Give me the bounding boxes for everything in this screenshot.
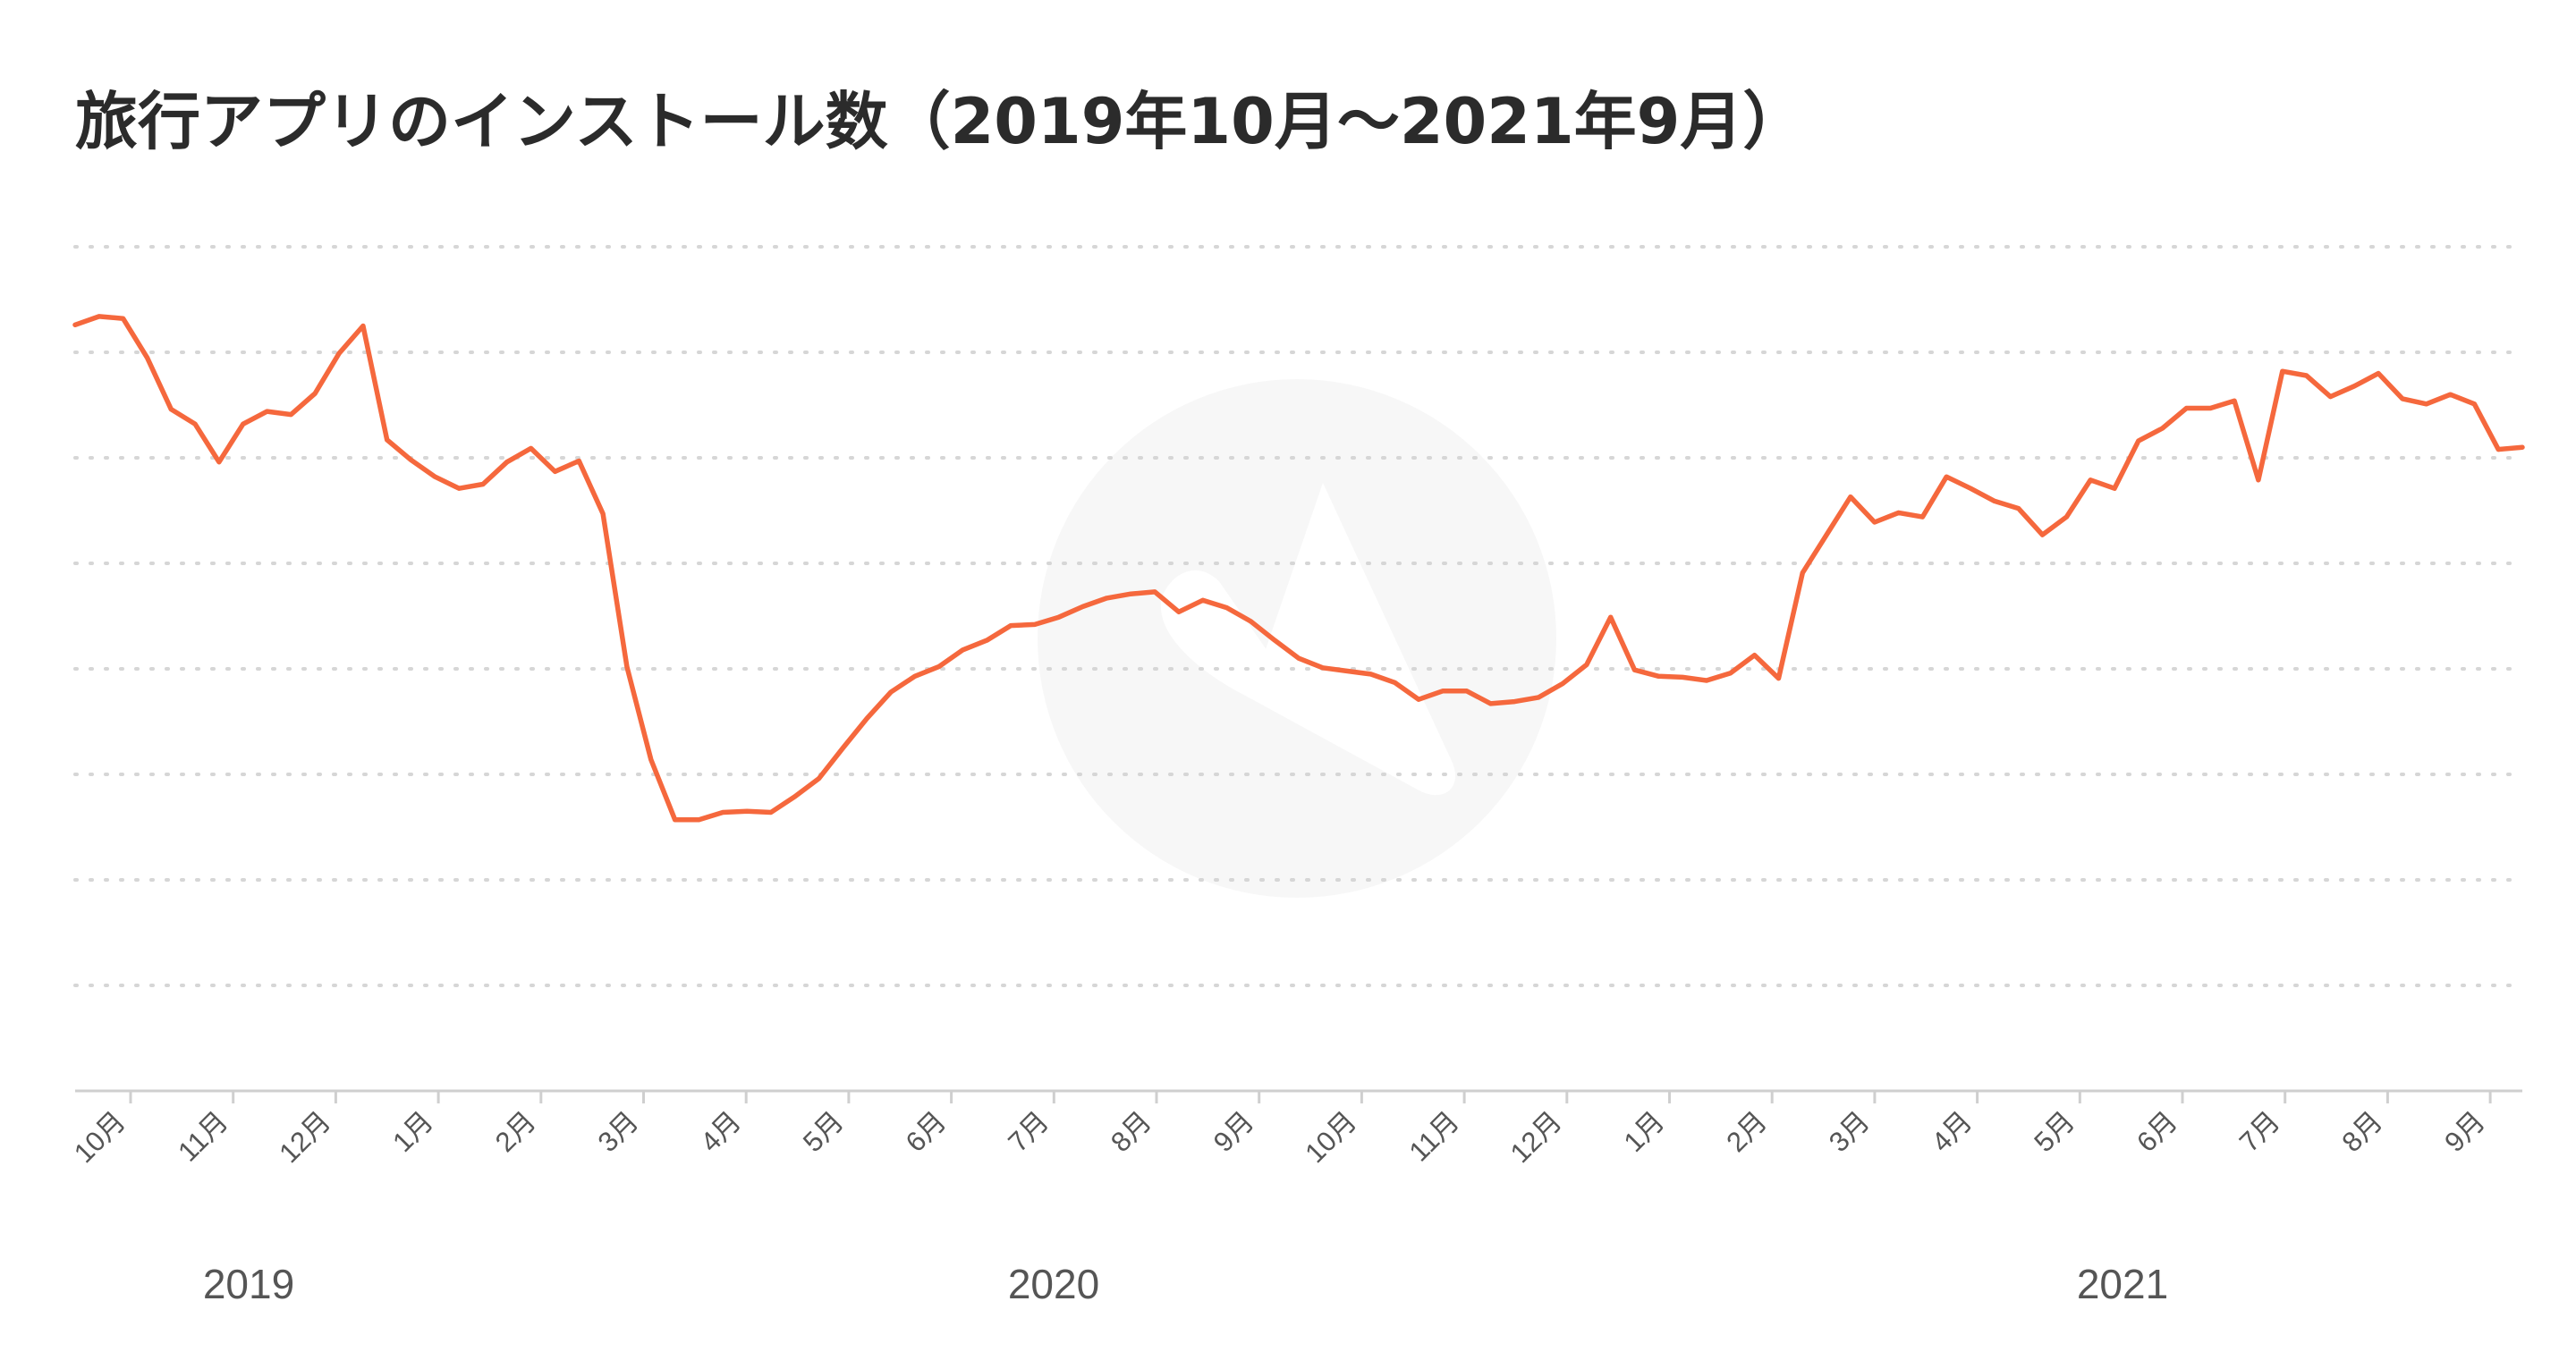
x-tick-label: 7月 xyxy=(2233,1105,2286,1158)
chart-title: 旅行アプリのインストール数（2019年10月〜2021年9月） xyxy=(75,85,1806,158)
x-tick-label: 12月 xyxy=(273,1105,336,1169)
x-tick-label: 2月 xyxy=(489,1105,542,1158)
series-line xyxy=(72,314,2525,823)
x-tick-label: 2月 xyxy=(1720,1105,1773,1158)
x-tick-label: 9月 xyxy=(1208,1105,1260,1158)
x-tick-label: 10月 xyxy=(68,1105,131,1169)
year-label: 2021 xyxy=(2077,1261,2168,1307)
year-label: 2019 xyxy=(203,1261,294,1307)
year-label: 2020 xyxy=(1008,1261,1099,1307)
x-tick-label: 4月 xyxy=(1926,1105,1979,1158)
x-tick-label: 11月 xyxy=(172,1105,233,1167)
x-tick-label: 3月 xyxy=(592,1105,645,1158)
year-labels: 2019 2020 2021 xyxy=(203,1261,2168,1307)
x-tick-label: 5月 xyxy=(797,1105,850,1158)
x-tick-label: 7月 xyxy=(1002,1105,1055,1158)
x-tick-label: 9月 xyxy=(2438,1105,2491,1158)
x-tick-label: 8月 xyxy=(2335,1105,2388,1158)
x-tick-label: 10月 xyxy=(1299,1105,1362,1169)
x-tick-label: 12月 xyxy=(1504,1105,1568,1169)
x-tick-label: 8月 xyxy=(1105,1105,1157,1158)
x-tick-label: 3月 xyxy=(1823,1105,1876,1158)
x-tick-label: 6月 xyxy=(2131,1105,2183,1158)
x-axis-ticks: 10月 11月 12月 1月 2月 3月 4月 5月 6月 7月 8月 9月 10月 11月 12月 1月 2月… xyxy=(68,1091,2492,1169)
grid-lines xyxy=(73,245,2524,987)
x-tick-label: 4月 xyxy=(694,1105,747,1158)
watermark-logo xyxy=(1038,379,1556,898)
x-tick-label: 6月 xyxy=(900,1105,953,1158)
x-tick-label: 5月 xyxy=(2028,1105,2080,1158)
x-tick-label: 11月 xyxy=(1403,1105,1465,1167)
x-tick-label: 1月 xyxy=(386,1105,439,1158)
x-tick-label: 1月 xyxy=(1618,1105,1671,1158)
